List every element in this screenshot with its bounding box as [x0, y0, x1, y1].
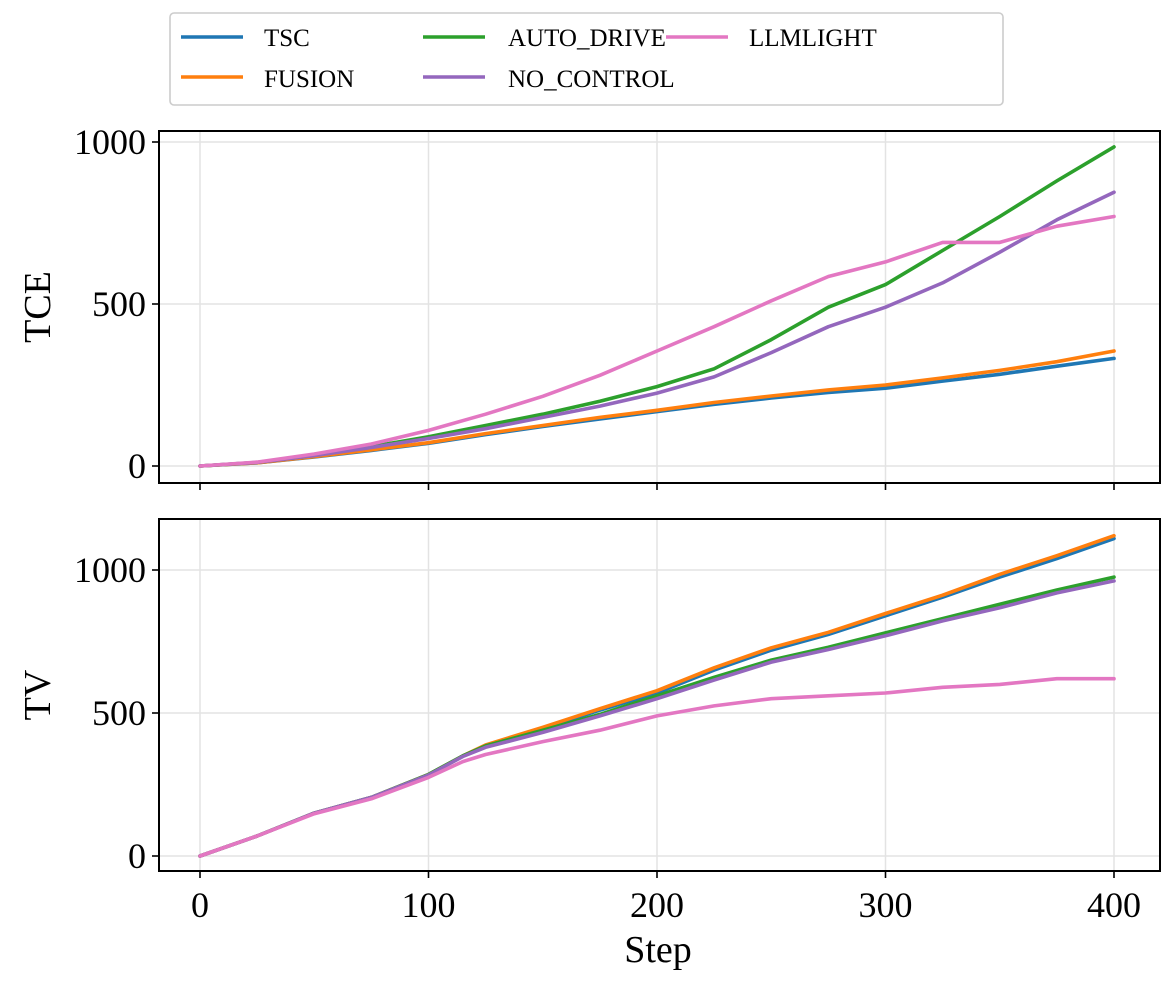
tce-line-llmlight	[198, 214, 1116, 468]
tv-y-tick-label: 1000	[74, 550, 146, 590]
tv-axes-frame	[158, 518, 1161, 872]
tv-line-llmlight	[198, 676, 1116, 858]
tv-grid	[159, 519, 1160, 871]
tv-ticks: 0 100 200 300 400 0 500 1000	[74, 550, 1141, 925]
tce-line-fusion	[198, 349, 1116, 468]
legend-item-auto-drive: AUTO_DRIVE	[423, 25, 666, 52]
tce-ticks: 0 500 1000	[74, 122, 1115, 490]
legend-label-no-control: NO_CONTROL	[508, 66, 675, 93]
tce-y-tick-label: 0	[128, 446, 146, 486]
legend-item-no-control: NO_CONTROL	[423, 66, 675, 93]
x-tick-label: 100	[402, 885, 456, 925]
tv-y-tick-label: 500	[92, 693, 146, 733]
tv-y-tick-label: 0	[128, 836, 146, 876]
legend-label-auto-drive: AUTO_DRIVE	[508, 25, 666, 52]
x-tick-label: 200	[630, 885, 684, 925]
tce-panel: 0 500 1000 TCE	[17, 122, 1161, 490]
tce-y-axis-label: TCE	[17, 271, 59, 343]
legend-label-tsc: TSC	[264, 25, 310, 52]
legend: TSC FUSION AUTO_DRIVE NO_CONTROL LLMLIGH…	[169, 12, 1004, 106]
tv-series	[198, 533, 1116, 858]
tv-panel: 0 100 200 300 400 0 500 1000 TV Step	[17, 518, 1161, 971]
legend-label-llmlight: LLMLIGHT	[749, 25, 877, 52]
tce-series	[198, 145, 1116, 468]
tce-line-no-control	[198, 190, 1116, 468]
legend-item-tsc: TSC	[181, 25, 310, 52]
tv-y-axis-label: TV	[17, 669, 59, 720]
legend-label-fusion: FUSION	[264, 66, 354, 93]
x-tick-label: 400	[1087, 885, 1141, 925]
x-axis-label: Step	[624, 929, 692, 971]
tce-grid	[159, 131, 1160, 483]
tce-y-tick-label: 500	[92, 284, 146, 324]
x-tick-label: 300	[859, 885, 913, 925]
legend-item-llmlight: LLMLIGHT	[666, 25, 877, 52]
tce-axes-frame	[158, 130, 1161, 484]
x-tick-label: 0	[191, 885, 209, 925]
tce-y-tick-label: 1000	[74, 122, 146, 162]
legend-item-fusion: FUSION	[181, 66, 354, 93]
legend-frame	[169, 12, 1004, 106]
